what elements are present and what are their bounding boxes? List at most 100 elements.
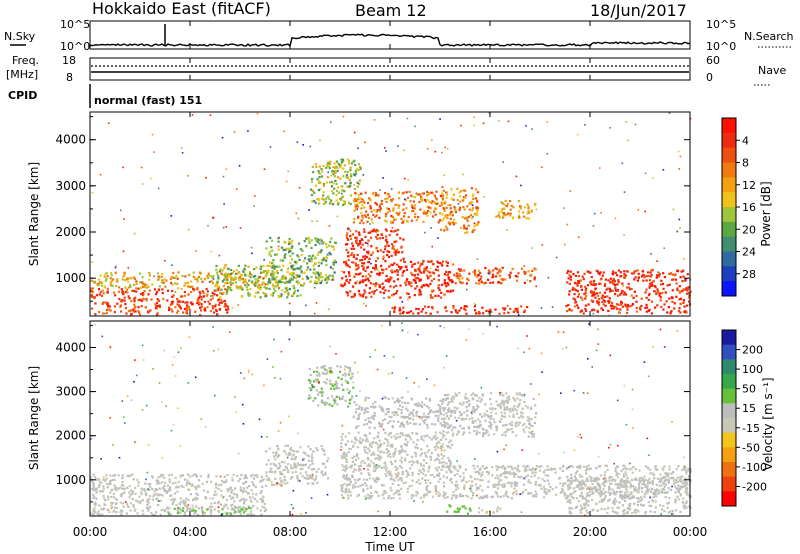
heatmap-cell [195, 488, 198, 491]
heatmap-cell [476, 191, 480, 194]
heatmap-cell [256, 500, 259, 503]
heatmap-cell [114, 271, 117, 274]
heatmap-cell [250, 500, 253, 503]
heatmap-cell [373, 453, 376, 456]
heatmap-cell [380, 450, 383, 453]
heatmap-cell [268, 447, 271, 450]
heatmap-cell [494, 485, 497, 488]
heatmap-cell [532, 495, 535, 498]
heatmap-cell [329, 379, 332, 382]
nave-tick-top-right: 60 [706, 54, 720, 67]
heatmap-cell [514, 422, 517, 425]
heatmap-cell [141, 285, 144, 289]
heatmap-noise-cell [91, 261, 94, 263]
heatmap-cell [585, 287, 588, 290]
heatmap-cell [410, 194, 413, 197]
heatmap-cell [122, 275, 125, 278]
heatmap-cell [254, 485, 257, 488]
heatmap-cell [271, 262, 274, 265]
heatmap-cell [345, 453, 348, 456]
heatmap-cell [346, 474, 349, 477]
heatmap-cell [387, 441, 390, 444]
heatmap-cell [612, 279, 615, 282]
heatmap-cell [229, 281, 232, 284]
heatmap-cell [649, 468, 652, 471]
heatmap-noise-cell [171, 264, 173, 266]
heatmap-cell [439, 399, 442, 402]
heatmap-cell [330, 189, 333, 193]
heatmap-cell [367, 231, 370, 234]
heatmap-noise-cell [365, 305, 367, 307]
heatmap-cell [372, 477, 375, 480]
heatmap-cell [373, 411, 376, 415]
heatmap-cell [476, 209, 479, 212]
heatmap-cell [101, 312, 105, 315]
heatmap-cell [389, 455, 392, 459]
heatmap-cell [235, 493, 239, 497]
heatmap-cell [543, 496, 546, 499]
heatmap-cell [597, 294, 600, 297]
heatmap-cell [452, 193, 455, 196]
heatmap-cell [349, 494, 352, 497]
heatmap-cell [324, 471, 327, 474]
heatmap-cell [425, 494, 428, 497]
heatmap-cell [372, 414, 375, 417]
heatmap-cell [402, 450, 406, 453]
heatmap-noise-cell [426, 148, 429, 150]
heatmap-cell [575, 497, 579, 500]
heatmap-cell [666, 478, 669, 482]
heatmap-cell [585, 294, 588, 297]
heatmap-cell [498, 211, 501, 214]
heatmap-cell [566, 271, 569, 275]
heatmap-noise-cell [676, 230, 679, 233]
heatmap-cell [613, 280, 616, 283]
heatmap-cell [274, 289, 277, 292]
heatmap-cell [253, 295, 256, 298]
heatmap-cell [416, 404, 419, 407]
heatmap-cell [439, 409, 442, 412]
heatmap-cell [461, 281, 464, 284]
heatmap-cell [296, 294, 299, 298]
heatmap-cell [225, 292, 228, 296]
heatmap-cell [247, 284, 250, 287]
heatmap-cell [331, 203, 335, 206]
heatmap-cell [391, 221, 395, 224]
heatmap-cell [344, 365, 347, 368]
heatmap-cell [94, 503, 97, 506]
heatmap-cell [382, 490, 385, 493]
heatmap-cell [325, 281, 328, 284]
heatmap-cell [358, 412, 361, 415]
colorbar-segment [722, 118, 736, 134]
heatmap-cell [329, 387, 333, 390]
heatmap-cell [347, 281, 351, 284]
heatmap-cell [288, 281, 291, 284]
heatmap-cell [348, 266, 351, 269]
heatmap-noise-cell [609, 127, 611, 129]
heatmap-cell [234, 506, 237, 509]
heatmap-cell [573, 287, 576, 290]
heatmap-cell [201, 280, 204, 283]
colorbar-tick-label: 16 [742, 201, 756, 214]
heatmap-cell [127, 505, 130, 509]
heatmap-cell [95, 294, 98, 297]
heatmap-cell [315, 271, 318, 274]
heatmap-cell [370, 230, 373, 233]
heatmap-cell [333, 259, 336, 262]
heatmap-cell [457, 276, 460, 279]
heatmap-cell [101, 281, 104, 284]
heatmap-cell [241, 287, 244, 290]
heatmap-cell [119, 511, 122, 514]
heatmap-cell [255, 266, 258, 269]
velocity-heatmap [90, 322, 693, 517]
heatmap-noise-cell [351, 261, 353, 264]
heatmap-cell [335, 189, 339, 193]
heatmap-cell [121, 510, 124, 513]
heatmap-cell [500, 465, 503, 469]
heatmap-cell [394, 437, 397, 440]
heatmap-cell [317, 273, 320, 276]
heatmap-cell [386, 240, 389, 244]
heatmap-cell [274, 279, 278, 282]
heatmap-cell [271, 283, 274, 286]
heatmap-cell [471, 209, 474, 212]
